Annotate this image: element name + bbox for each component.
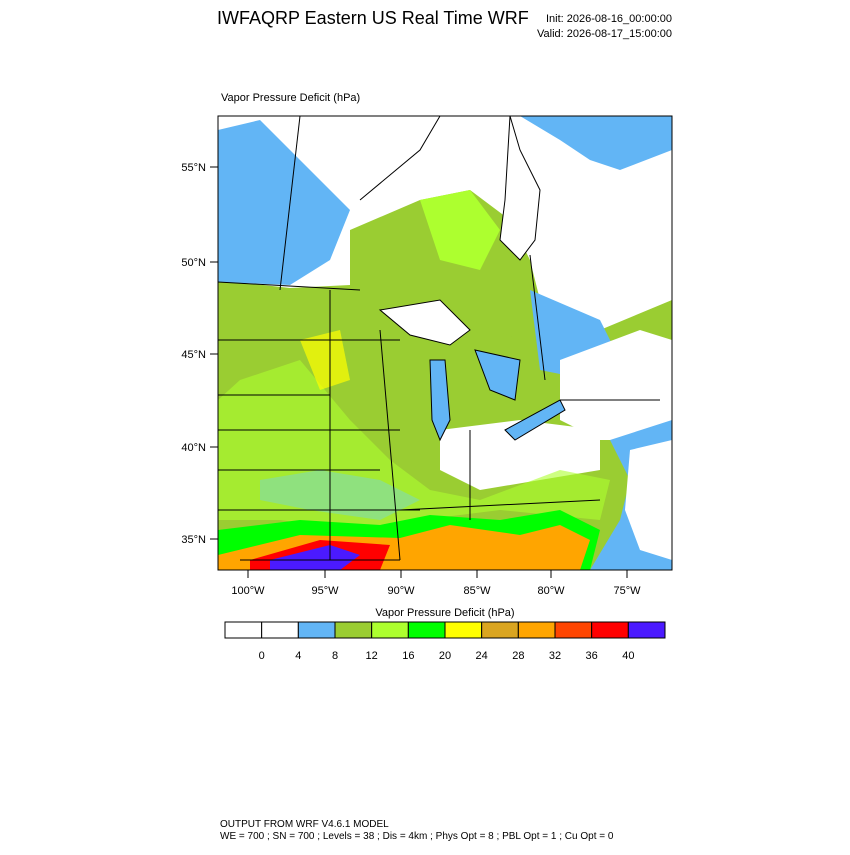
field-ontario-light [420,190,500,270]
colorbar-label: 8 [332,650,338,662]
lon-label: 95°W [311,585,339,597]
colorbar-box [407,621,446,639]
colorbar-box [627,621,666,639]
colorbar-box [444,621,483,639]
lake-michigan [429,359,451,442]
lake-superior [378,299,471,346]
colorbar-box [334,621,373,639]
colorbar-label: 28 [512,650,524,662]
colorbar-box [554,621,593,639]
colorbar-label: 24 [476,650,488,662]
lat-label: 55°N [181,162,206,174]
init-time: Init: 2026-08-16_00:00:00 [546,13,672,25]
map-label: Vapor Pressure Deficit (hPa) [221,92,360,104]
colorbar-box [517,621,556,639]
valid-time: Valid: 2026-08-17_15:00:00 [537,28,672,40]
map-frame [217,115,673,571]
colorbar-label: 12 [366,650,378,662]
colorbar-box [481,621,519,639]
lon-label: 75°W [613,585,641,597]
lake-huron [474,349,521,401]
lon-label: 90°W [387,585,415,597]
field-midwest-light [218,360,610,530]
field-blue-west [218,120,350,285]
lat-label: 35°N [181,534,206,546]
colorbar-label: 40 [622,650,634,662]
colorbar-label: 32 [549,650,561,662]
lon-label: 85°W [463,585,491,597]
field-yellow [300,330,350,390]
colorbar: 0 4 8 12 16 20 24 28 32 36 40 [224,621,666,662]
lon-label: 80°W [537,585,565,597]
lat-label: 40°N [181,442,206,454]
map-axes: 55°N 50°N 45°N 40°N 35°N 100°W 95°W 90°W 85°W 80°… [181,162,641,597]
field-northeast [560,330,672,440]
title: IWFAQRP Eastern US Real Time WRF [217,8,529,28]
field-blue-north [520,116,672,170]
colorbar-box [224,621,263,639]
colorbar-label: 0 [259,650,265,662]
colorbar-label: 4 [295,650,301,662]
lat-label: 45°N [181,349,206,361]
colorbar-box [261,621,299,639]
colorbar-label: 36 [586,650,598,662]
colorbar-title: Vapor Pressure Deficit (hPa) [375,607,514,619]
lon-label: 100°W [231,585,265,597]
field-ocean-white [625,440,672,560]
boundaries [218,116,660,561]
colorbar-box [371,621,409,639]
map-field [218,116,672,570]
footer-line: WE = 700 ; SN = 700 ; Levels = 38 ; Dis … [220,831,614,842]
field-south-violet [270,545,360,570]
colorbar-box [591,621,629,639]
colorbar-label: 16 [402,650,414,662]
colorbar-label: 20 [439,650,451,662]
colorbar-box [297,621,336,639]
hudson-bay [499,116,541,261]
lake-erie [504,399,566,441]
lat-label: 50°N [181,257,206,269]
footer-line: OUTPUT FROM WRF V4.6.1 MODEL [220,819,389,830]
